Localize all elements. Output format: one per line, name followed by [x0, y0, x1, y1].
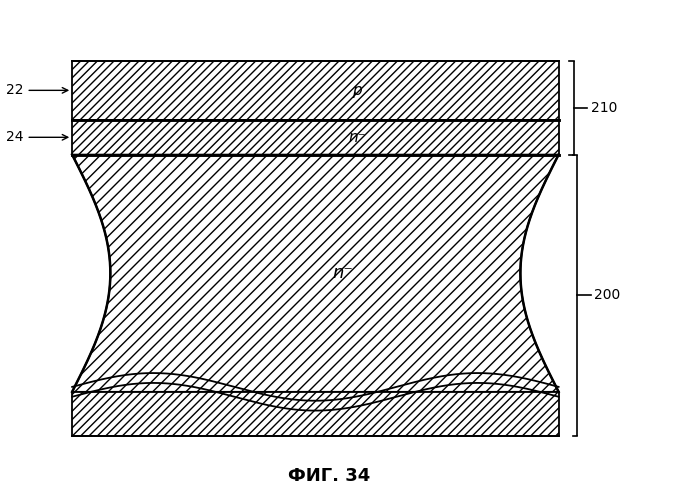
Polygon shape [72, 120, 559, 155]
Text: 200: 200 [594, 288, 621, 303]
Polygon shape [72, 155, 559, 392]
Text: 24: 24 [6, 130, 68, 144]
Text: n⁻: n⁻ [348, 130, 366, 145]
Text: 22: 22 [6, 83, 68, 97]
Text: ФИГ. 34: ФИГ. 34 [288, 467, 370, 485]
Text: 210: 210 [591, 101, 617, 115]
Polygon shape [72, 61, 559, 120]
Text: p: p [352, 83, 362, 98]
Text: n⁻: n⁻ [333, 264, 354, 282]
Polygon shape [72, 392, 559, 436]
